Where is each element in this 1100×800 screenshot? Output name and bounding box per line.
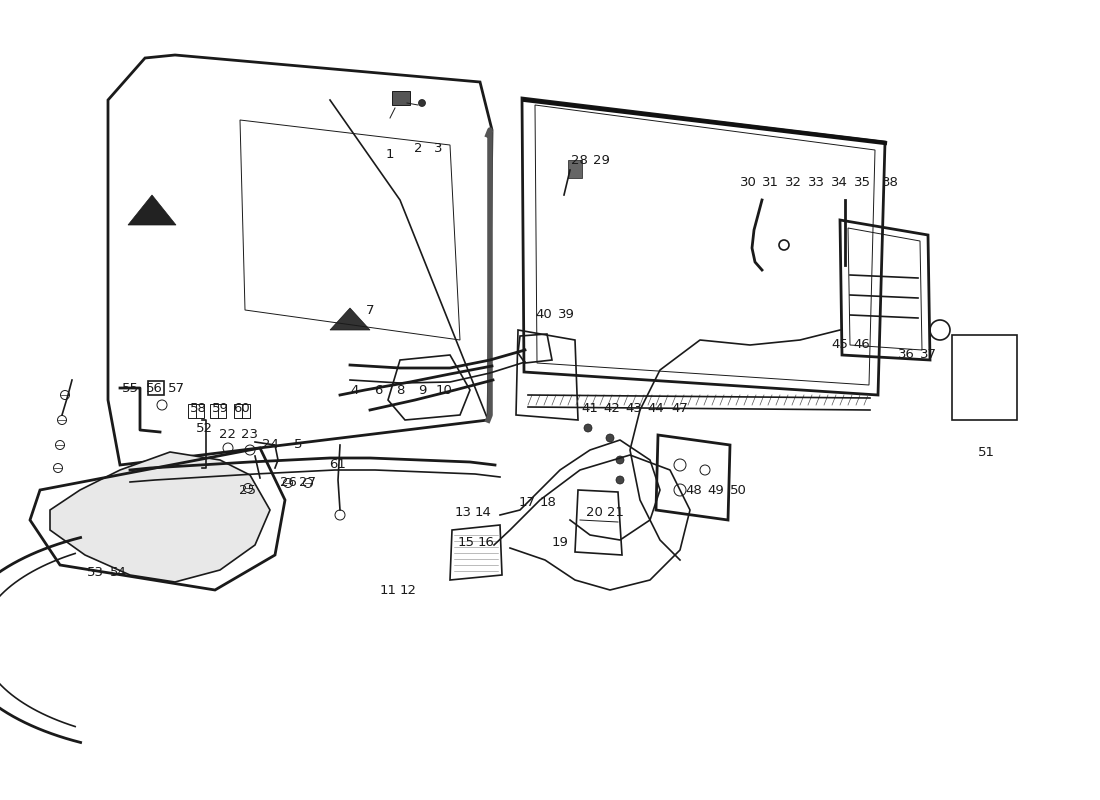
Text: 48: 48 xyxy=(685,483,703,497)
Bar xyxy=(392,91,410,105)
Text: 56: 56 xyxy=(145,382,163,394)
Text: 49: 49 xyxy=(707,483,725,497)
Text: 55: 55 xyxy=(121,382,139,394)
Text: 53: 53 xyxy=(87,566,103,579)
Text: 38: 38 xyxy=(881,175,899,189)
Bar xyxy=(234,404,250,418)
Text: 10: 10 xyxy=(436,383,452,397)
Text: 25: 25 xyxy=(240,483,256,497)
Text: 42: 42 xyxy=(604,402,620,414)
Text: 34: 34 xyxy=(830,175,847,189)
Text: 35: 35 xyxy=(854,175,870,189)
Text: 32: 32 xyxy=(784,175,802,189)
Bar xyxy=(568,160,582,178)
Circle shape xyxy=(606,434,614,442)
Text: 23: 23 xyxy=(242,429,258,442)
Text: 1: 1 xyxy=(386,149,394,162)
Bar xyxy=(952,335,1018,420)
Text: 37: 37 xyxy=(920,349,936,362)
Text: 6: 6 xyxy=(374,383,382,397)
Text: 19: 19 xyxy=(551,537,569,550)
Text: 52: 52 xyxy=(196,422,212,434)
Text: 36: 36 xyxy=(898,349,914,362)
Bar xyxy=(210,404,225,418)
Text: 41: 41 xyxy=(582,402,598,414)
Text: 46: 46 xyxy=(854,338,870,351)
Text: 31: 31 xyxy=(761,175,779,189)
Text: 21: 21 xyxy=(606,506,624,519)
Circle shape xyxy=(616,456,624,464)
Text: 11: 11 xyxy=(379,583,396,597)
Circle shape xyxy=(584,424,592,432)
Text: 33: 33 xyxy=(807,175,825,189)
Circle shape xyxy=(418,99,426,106)
Text: 17: 17 xyxy=(518,497,536,510)
Text: 30: 30 xyxy=(739,175,757,189)
Text: 15: 15 xyxy=(458,537,474,550)
Text: 5: 5 xyxy=(294,438,302,451)
Text: 20: 20 xyxy=(585,506,603,519)
Text: 27: 27 xyxy=(299,477,317,490)
Text: 40: 40 xyxy=(536,309,552,322)
Text: 29: 29 xyxy=(593,154,609,166)
Text: 57: 57 xyxy=(167,382,185,394)
Polygon shape xyxy=(330,308,370,330)
Text: 50: 50 xyxy=(729,483,747,497)
Text: 2: 2 xyxy=(414,142,422,154)
Text: 60: 60 xyxy=(233,402,251,414)
Polygon shape xyxy=(50,452,270,582)
Text: 39: 39 xyxy=(558,309,574,322)
Text: 16: 16 xyxy=(477,537,494,550)
Bar xyxy=(148,381,164,395)
Text: 54: 54 xyxy=(110,566,126,579)
Text: 22: 22 xyxy=(220,429,236,442)
Text: 24: 24 xyxy=(262,438,278,451)
Text: 26: 26 xyxy=(279,477,296,490)
Text: 3: 3 xyxy=(433,142,442,154)
Text: 4: 4 xyxy=(351,383,360,397)
Text: 12: 12 xyxy=(399,583,417,597)
Text: 8: 8 xyxy=(396,383,404,397)
Text: 58: 58 xyxy=(189,402,207,414)
Text: 9: 9 xyxy=(418,383,426,397)
Text: 13: 13 xyxy=(454,506,472,519)
Text: 44: 44 xyxy=(648,402,664,414)
Text: 51: 51 xyxy=(978,446,994,458)
Text: 7: 7 xyxy=(365,303,374,317)
Text: 59: 59 xyxy=(211,402,229,414)
Text: 45: 45 xyxy=(832,338,848,351)
Text: 18: 18 xyxy=(540,497,557,510)
Text: 14: 14 xyxy=(474,506,492,519)
Text: 43: 43 xyxy=(626,402,642,414)
Bar xyxy=(188,404,204,418)
Text: 47: 47 xyxy=(672,402,689,414)
Polygon shape xyxy=(128,195,176,225)
Circle shape xyxy=(616,476,624,484)
Text: 28: 28 xyxy=(571,154,587,166)
Text: 61: 61 xyxy=(330,458,346,471)
